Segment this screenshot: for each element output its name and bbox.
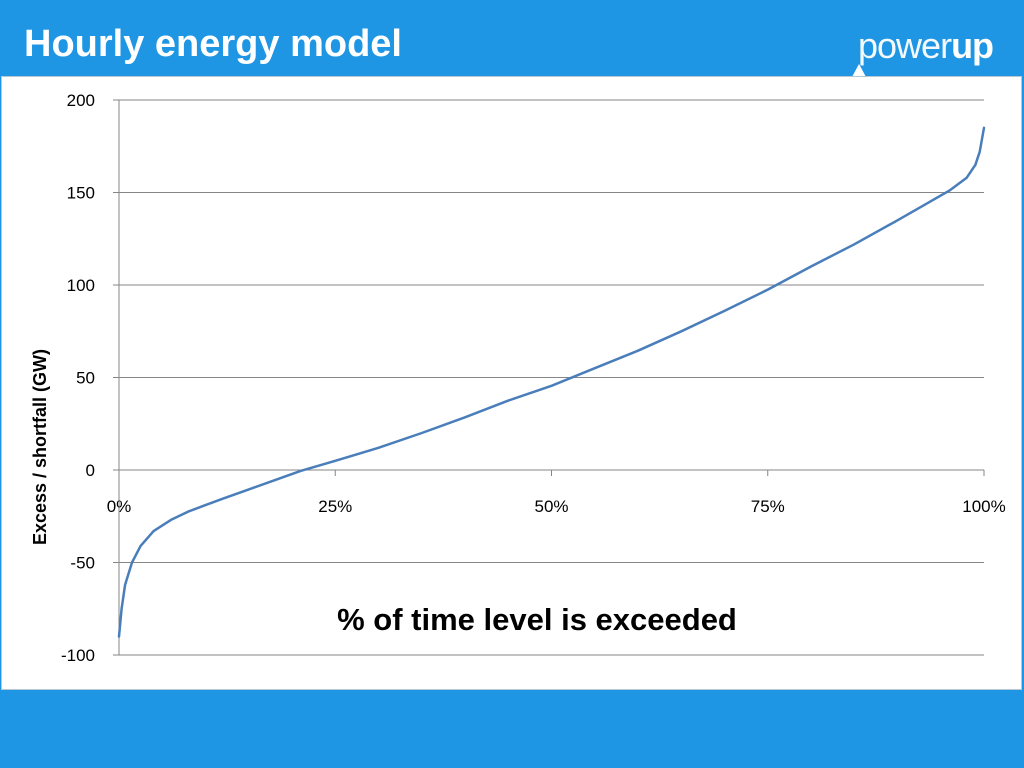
y-axis-title: Excess / shortfall (GW) — [30, 349, 50, 545]
x-tick-label: 100% — [962, 497, 1005, 516]
logo-text-light: power — [858, 25, 952, 66]
y-tick-labels: 200 150 100 50 0 -50 -100 — [61, 91, 95, 665]
footer-bar — [0, 690, 1024, 768]
x-tick-label: 0% — [107, 497, 132, 516]
slide-header: Hourly energy model powerup — [0, 0, 1024, 77]
y-tick-label: 200 — [67, 91, 95, 110]
y-tick-label: -50 — [70, 554, 95, 573]
series-line — [117, 126, 986, 638]
x-tick-label: 50% — [534, 497, 568, 516]
chart-panel: 200 150 100 50 0 -50 -100 0% 25% 50% 75% 100% Exce… — [1, 76, 1022, 690]
powerup-logo: powerup — [858, 25, 994, 66]
y-tick-label: 50 — [76, 369, 95, 388]
x-axis-title: % of time level is exceeded — [337, 602, 737, 637]
axis-layer — [113, 99, 985, 656]
slide-title: Hourly energy model — [24, 23, 402, 65]
logo-pointer-icon — [852, 64, 866, 77]
chart-svg: 200 150 100 50 0 -50 -100 0% 25% 50% 75% 100% Exce… — [30, 91, 1006, 665]
x-tick-label: 75% — [751, 497, 785, 516]
y-tick-label: 100 — [67, 276, 95, 295]
x-tick-label: 25% — [318, 497, 352, 516]
y-tick-label: 0 — [86, 461, 95, 480]
y-tick-label: 150 — [67, 184, 95, 203]
grid-layer — [119, 99, 984, 656]
series-layer — [117, 126, 986, 638]
x-tick-labels: 0% 25% 50% 75% 100% — [107, 497, 1006, 516]
logo-text-bold: up — [951, 25, 994, 66]
y-tick-label: -100 — [61, 646, 95, 665]
